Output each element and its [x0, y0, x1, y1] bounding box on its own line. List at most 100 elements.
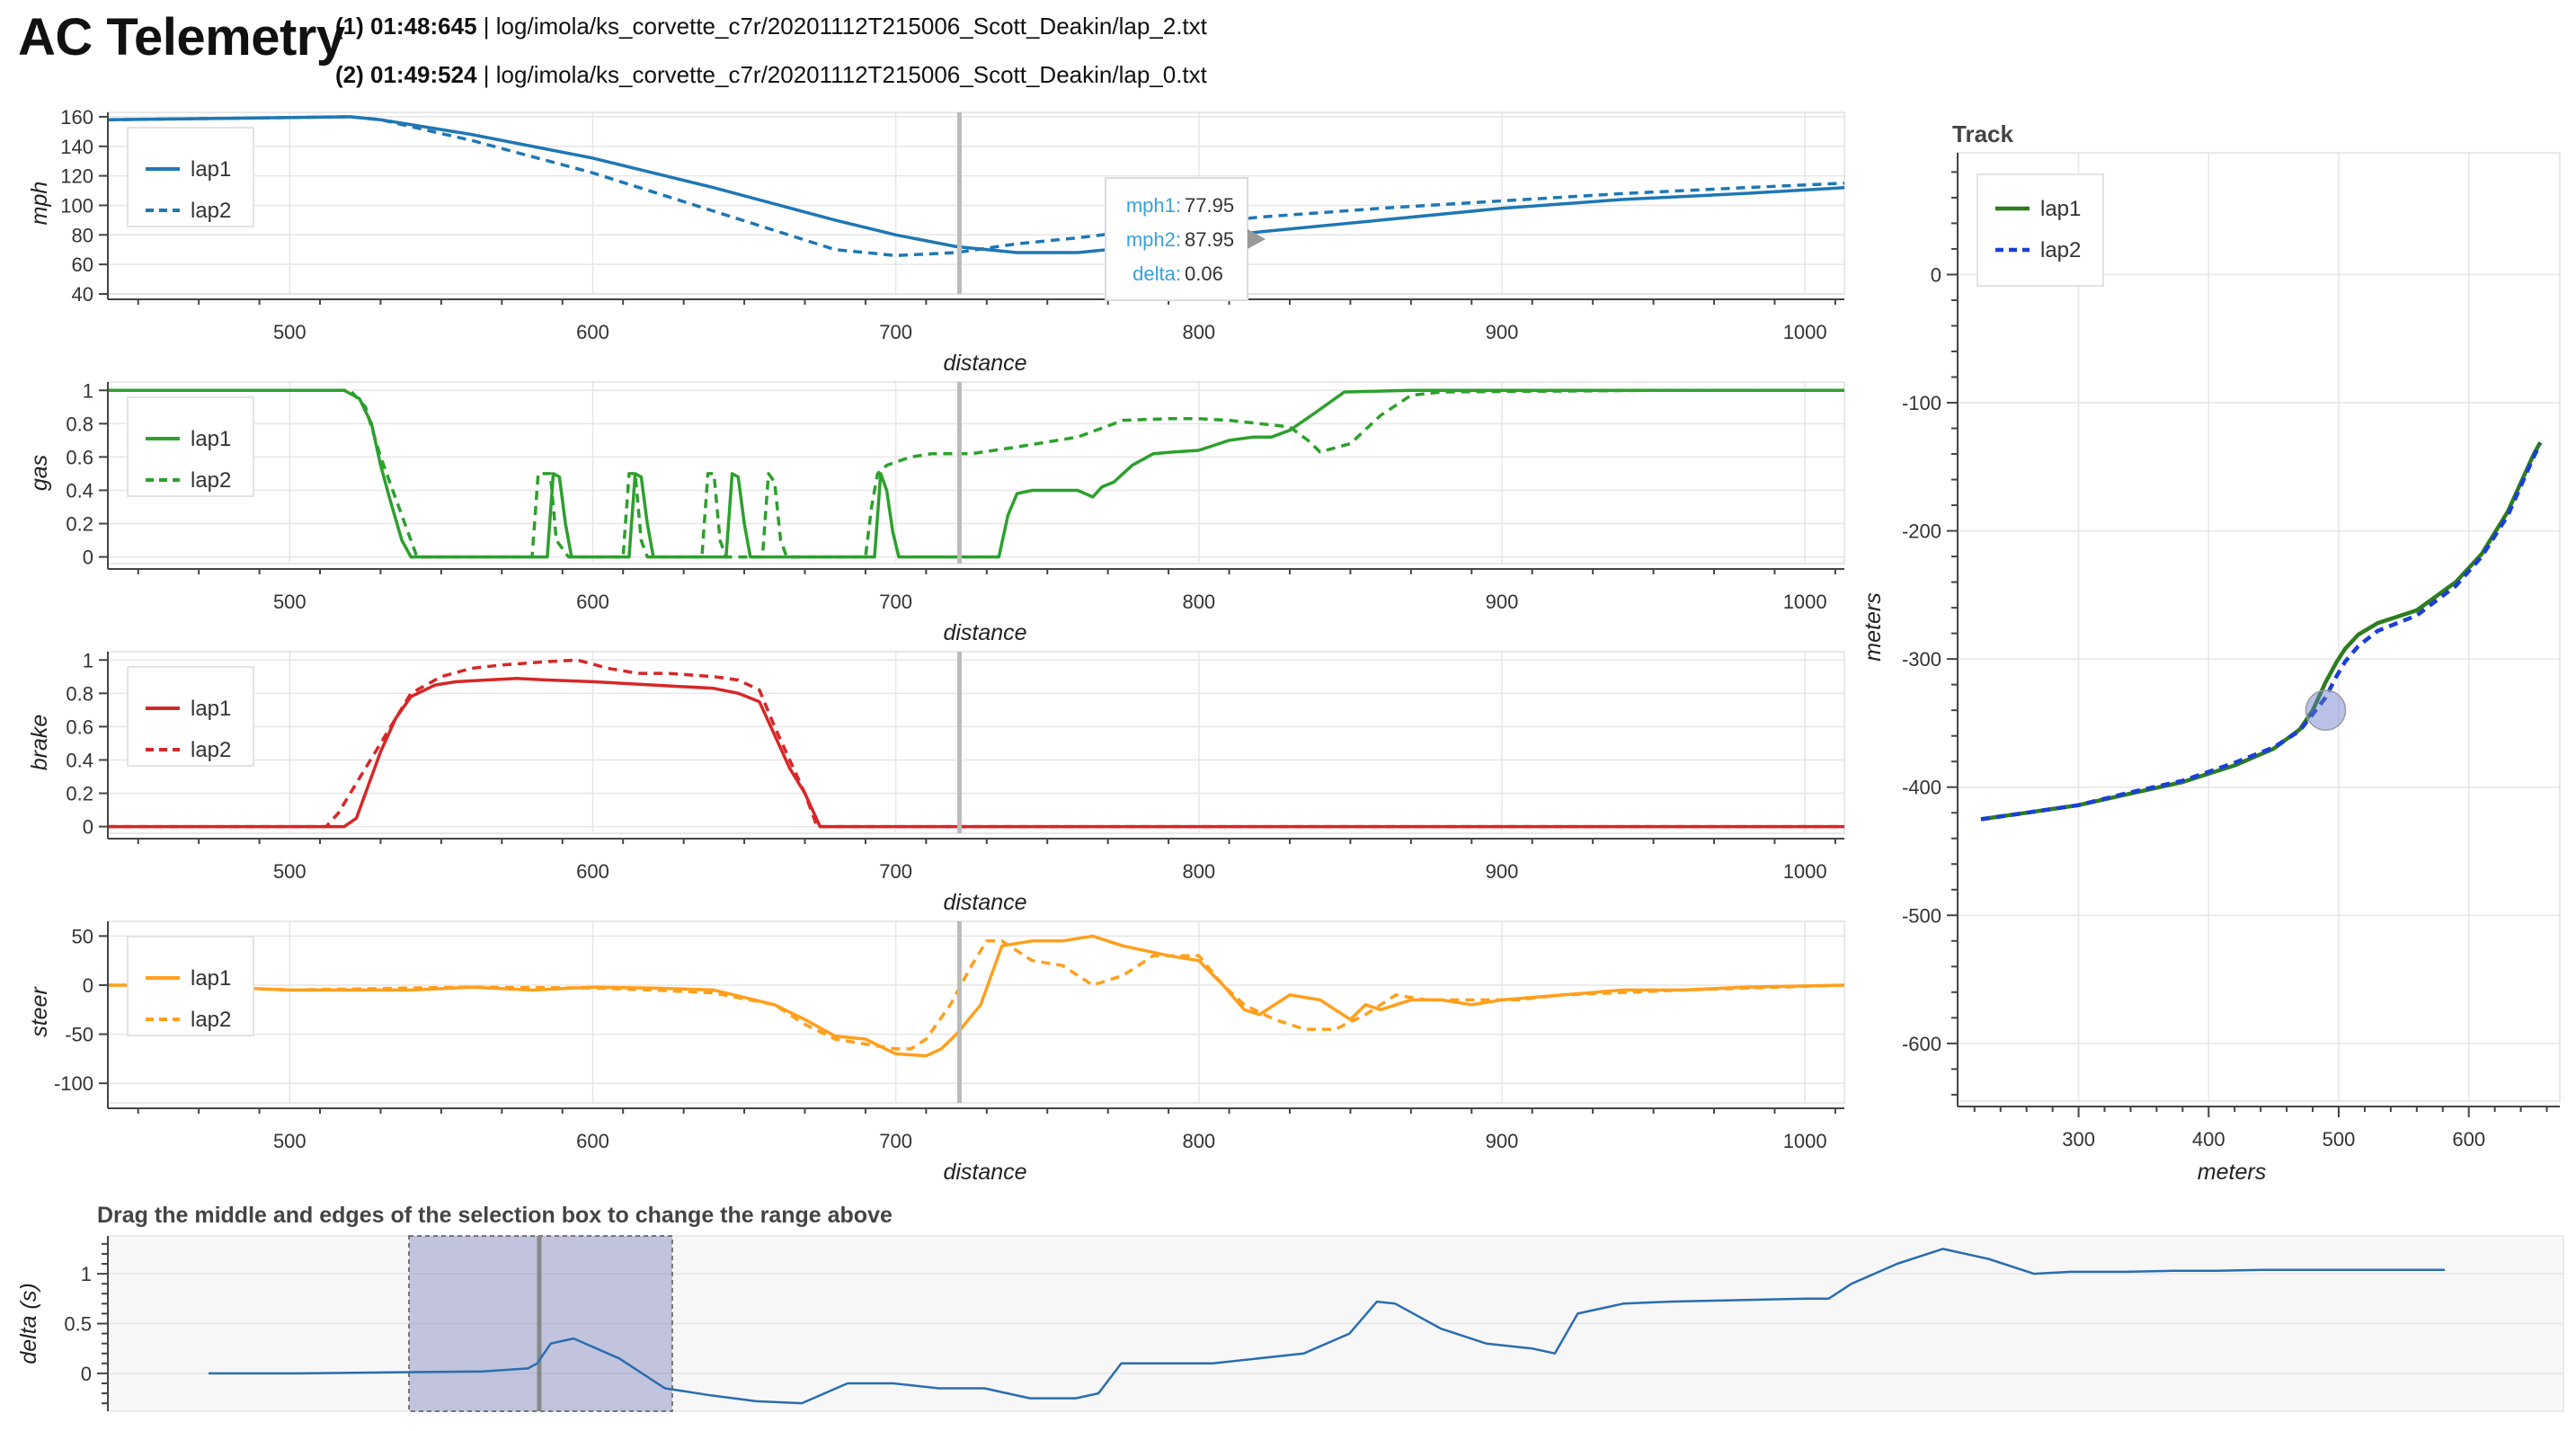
series-lap1	[108, 388, 1844, 559]
x-tick-label: 600	[576, 591, 609, 613]
legend-label-lap1[interactable]: lap1	[191, 427, 231, 451]
x-tick-label: 1000	[1783, 321, 1827, 343]
legend[interactable]: lap1 lap2	[127, 396, 254, 497]
lap-2-path: log/imola/ks_corvette_c7r/20201112T21500…	[495, 61, 1207, 88]
x-tick-label: 500	[273, 1130, 306, 1152]
chart-track[interactable]: Track 300 400 500 600 -600 -500 -400 -300 -200 -10…	[1861, 120, 2561, 1185]
series-lap2	[108, 388, 1844, 559]
y-axis-label: brake	[27, 715, 52, 771]
x-tick-label: 400	[2192, 1128, 2225, 1151]
y-tick-label: 160	[60, 106, 93, 129]
y-tick-label: 0	[81, 1363, 92, 1385]
series-lap1	[108, 676, 1844, 829]
series-lap2	[107, 115, 1845, 258]
y-tick-label: -100	[1902, 392, 1941, 414]
legend-label-lap1[interactable]: lap1	[191, 966, 231, 991]
chart-title: Drag the middle and edges of the selecti…	[97, 1203, 893, 1228]
x-axis-label: meters	[2198, 1160, 2266, 1185]
tooltip-label: mph2:	[1126, 228, 1181, 251]
x-axis-label: distance	[943, 1160, 1026, 1185]
chart-gas[interactable]: 500 600 700 800 900 1000 0 0.2 0.4 0.6 0.8 1 distanc…	[27, 379, 1845, 645]
tooltip-value: 0.06	[1185, 262, 1223, 285]
x-tick-label: 1000	[1783, 860, 1827, 883]
y-tick-label: 0	[83, 816, 93, 839]
y-tick-label: 0.6	[66, 716, 93, 738]
chart-mph[interactable]: 500 600 700 800 900 1000 40 60 80 100 120 140 160 dis…	[27, 106, 1845, 376]
legend[interactable]: lap1 lap2	[127, 666, 254, 767]
y-tick-label: 0.5	[64, 1313, 92, 1336]
legend-label-lap1[interactable]: lap1	[191, 697, 231, 721]
x-axis-label: distance	[943, 351, 1026, 376]
y-axis-label: steer	[27, 986, 52, 1037]
tooltip-pointer	[1248, 229, 1266, 249]
y-tick-label: 0.8	[66, 413, 93, 435]
legend-label-lap2[interactable]: lap2	[191, 738, 231, 762]
y-tick-label: -300	[1902, 648, 1941, 671]
legend[interactable]: lap1 lap2	[127, 127, 254, 227]
chart-delta-range-selector[interactable]: Drag the middle and edges of the selecti…	[16, 1203, 2564, 1412]
plot-frame	[107, 381, 1845, 564]
x-tick-label: 800	[1182, 321, 1215, 343]
series-lap2	[108, 658, 1844, 829]
y-tick-label: 0	[83, 547, 93, 569]
lap-1-separator: |	[483, 13, 490, 40]
tooltip-value: 87.95	[1185, 228, 1234, 251]
x-tick-label: 1000	[1783, 591, 1827, 613]
lap-2-time: (2) 01:49:524	[335, 61, 477, 88]
y-tick-label: 100	[60, 194, 93, 217]
y-tick-label: 0.2	[66, 783, 93, 805]
y-tick-label: -500	[1902, 904, 1941, 927]
x-tick-label: 700	[879, 591, 912, 613]
y-tick-label: 50	[72, 925, 93, 947]
y-tick-label: 0	[83, 974, 93, 997]
series-lap1	[108, 934, 1845, 1058]
y-tick-label: -50	[65, 1024, 93, 1046]
y-tick-label: 1	[83, 649, 93, 671]
tooltip-box	[1105, 177, 1248, 301]
x-tick-label: 500	[273, 591, 306, 613]
y-tick-label: 80	[72, 224, 93, 246]
chart-steer[interactable]: 500 600 700 800 900 1000 -100 -50 0 50 distance ste…	[27, 920, 1845, 1185]
legend[interactable]: lap1 lap2	[1976, 173, 2104, 287]
y-tick-label: -100	[54, 1072, 93, 1095]
legend-label-lap2[interactable]: lap2	[191, 1008, 231, 1032]
legend-label-lap1[interactable]: lap1	[191, 157, 231, 182]
x-axis-label: distance	[943, 620, 1026, 645]
x-tick-label: 500	[273, 860, 306, 883]
y-tick-label: 40	[72, 283, 93, 306]
legend-box	[1976, 173, 2104, 287]
chart-title: Track	[1952, 120, 2013, 147]
x-tick-label: 800	[1182, 591, 1215, 613]
y-tick-label: 60	[72, 253, 93, 276]
y-tick-label: -600	[1902, 1033, 1941, 1055]
x-tick-label: 800	[1182, 1130, 1215, 1152]
y-axis-label: meters	[1861, 592, 1886, 661]
lap-1-time: (1) 01:48:645	[335, 13, 477, 40]
legend-label-lap1[interactable]: lap1	[2040, 197, 2081, 221]
legend[interactable]: lap1 lap2	[127, 936, 254, 1036]
series-lap2	[1980, 442, 2543, 822]
x-tick-label: 700	[879, 1130, 912, 1152]
page-title: AC Telemetry	[18, 8, 345, 67]
plot-frame	[107, 651, 1845, 834]
y-tick-label: 140	[60, 136, 93, 158]
x-tick-label: 300	[2062, 1128, 2095, 1151]
legend-label-lap2[interactable]: lap2	[191, 199, 231, 223]
y-tick-label: 0.8	[66, 682, 93, 705]
x-tick-label: 600	[576, 860, 609, 883]
x-tick-label: 700	[879, 321, 912, 343]
x-tick-label: 900	[1486, 591, 1519, 613]
x-tick-label: 500	[2323, 1128, 2356, 1151]
x-tick-label: 500	[273, 321, 306, 343]
tooltip-value: 77.95	[1185, 194, 1234, 217]
legend-label-lap2[interactable]: lap2	[191, 468, 231, 493]
chart-brake[interactable]: 500 600 700 800 900 1000 0 0.2 0.4 0.6 0.8 1 distanc…	[27, 649, 1845, 915]
y-axis-label: delta (s)	[16, 1283, 41, 1364]
lap-2-separator: |	[483, 61, 490, 88]
y-tick-label: 0	[1931, 263, 1941, 286]
legend-label-lap2[interactable]: lap2	[2040, 238, 2081, 262]
plot-frame	[1957, 152, 2561, 1102]
x-tick-label: 1000	[1783, 1130, 1827, 1152]
